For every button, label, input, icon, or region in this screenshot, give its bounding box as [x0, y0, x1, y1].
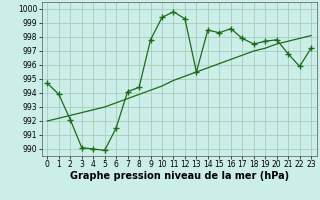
X-axis label: Graphe pression niveau de la mer (hPa): Graphe pression niveau de la mer (hPa) — [70, 171, 289, 181]
